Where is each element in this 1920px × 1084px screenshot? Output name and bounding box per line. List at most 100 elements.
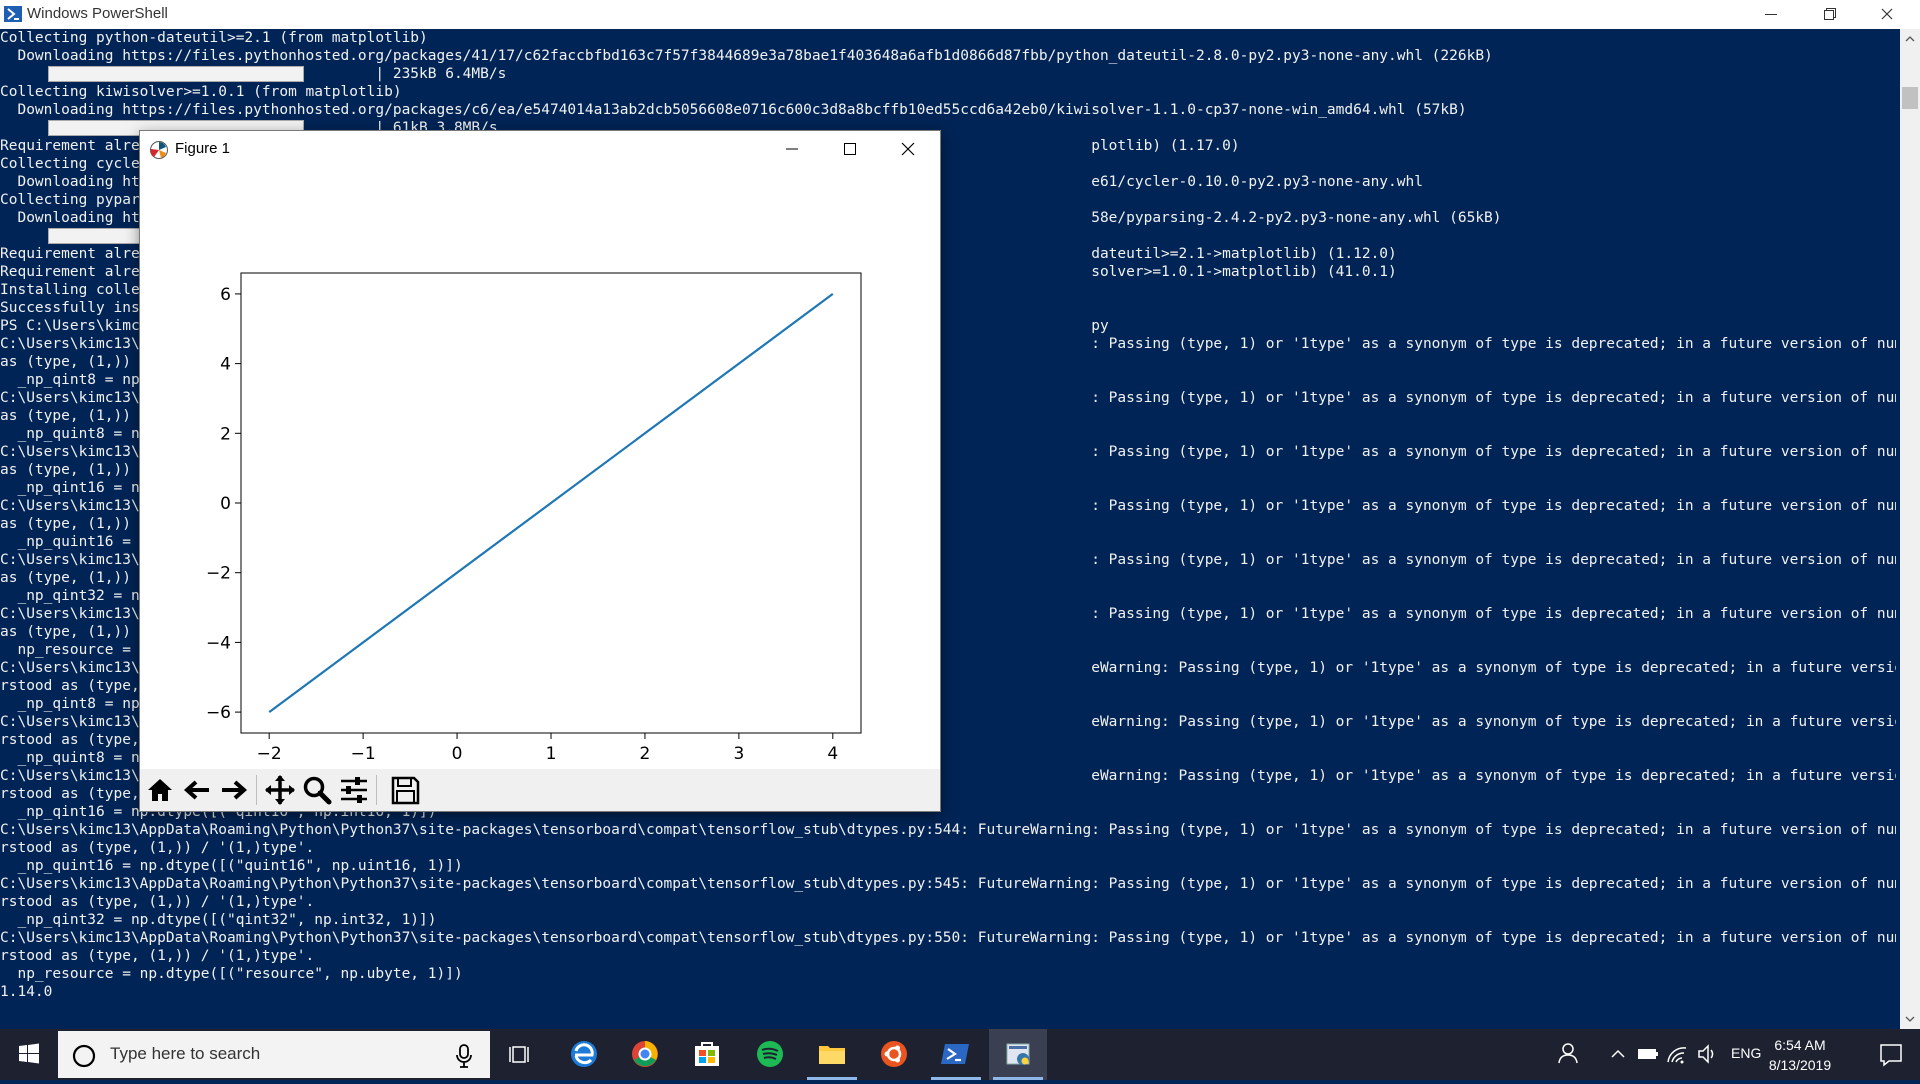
console-line: Downloading https://files.pythonhosted.o… xyxy=(0,48,1493,64)
series-line xyxy=(268,293,834,713)
console-line: C:\Users\kimc13\Ap : Passing (type, 1) o… xyxy=(0,336,1896,352)
figure-toolbar xyxy=(140,769,940,811)
console-line: _np_quint16 = np.dtype([("quint16", np.u… xyxy=(0,858,463,874)
x-tick-label: 2 xyxy=(640,744,651,764)
search-box[interactable]: Type here to search xyxy=(58,1031,490,1078)
console-line: Successfully inst xyxy=(0,300,149,316)
progress-bar xyxy=(48,228,140,244)
console-line: 1.14.0 xyxy=(0,984,53,1000)
minimize-button[interactable] xyxy=(1742,0,1800,29)
microphone-icon[interactable] xyxy=(452,1043,476,1069)
ubuntu-icon[interactable] xyxy=(865,1029,923,1080)
console-line: rstood as (type, (1,)) / '(1,)type'. xyxy=(0,948,315,964)
vertical-scrollbar[interactable] xyxy=(1900,29,1920,1029)
console-line: C:\Users\kimc13\Ap : Passing (type, 1) o… xyxy=(0,498,1896,514)
configure-subplots-icon[interactable] xyxy=(337,773,371,807)
progress-bar xyxy=(48,66,304,82)
console-line: PS C:\Users\kimc1 py xyxy=(0,318,1109,334)
edge-icon[interactable] xyxy=(555,1029,613,1080)
console-line: Collecting kiwisolver>=1.0.1 (from matpl… xyxy=(0,84,402,100)
wifi-icon[interactable] xyxy=(1664,1029,1692,1080)
figure-title: Figure 1 xyxy=(175,140,231,157)
console-line: Downloading https://files.pythonhosted.o… xyxy=(0,102,1467,118)
python-figure-taskbar-icon[interactable] xyxy=(989,1029,1047,1080)
file-explorer-icon[interactable] xyxy=(803,1029,861,1080)
scroll-down-button[interactable] xyxy=(1900,1009,1920,1029)
console-line: rstood as (type, xyxy=(0,732,149,748)
people-icon[interactable] xyxy=(1548,1029,1592,1080)
console-line: Downloading htt 58e/pyparsing-2.4.2-py2.… xyxy=(17,210,1502,226)
console-line: Collecting pypars xyxy=(0,192,149,208)
powershell-taskbar-icon[interactable] xyxy=(927,1029,985,1080)
y-tick-label: 6 xyxy=(220,285,231,305)
console-line: C:\Users\kimc13\AppData\Roaming\Python\P… xyxy=(0,822,1896,838)
plot-canvas[interactable]: −2 −1 0 1 2 3 4 −6 −4 −2 0 2 4 6 xyxy=(140,167,940,769)
console-line: C:\Users\kimc13\Ap eWarning: Passing (ty… xyxy=(0,768,1896,784)
window-title: Windows PowerShell xyxy=(27,5,168,22)
console-line: C:\Users\kimc13\Ap : Passing (type, 1) o… xyxy=(0,390,1896,406)
home-icon[interactable] xyxy=(143,773,177,807)
console-line: C:\Users\kimc13\AppData\Roaming\Python\P… xyxy=(0,930,1896,946)
clock[interactable]: 6:54 AM 8/13/2019 xyxy=(1755,1035,1845,1075)
running-indicator xyxy=(807,1077,857,1080)
x-tick-label: 1 xyxy=(546,744,557,764)
show-hidden-icons-chevron-icon[interactable] xyxy=(1604,1029,1632,1080)
toolbar-separator xyxy=(376,775,377,805)
x-tick-label: 4 xyxy=(827,744,838,764)
x-tick-label: −2 xyxy=(257,744,282,764)
task-view-icon[interactable] xyxy=(492,1029,550,1080)
console-output[interactable]: Collecting python-dateutil>=2.1 (from ma… xyxy=(0,29,1896,1029)
running-indicator xyxy=(993,1077,1043,1080)
console-line: rstood as (type, (1,)) / '(1,)type'. xyxy=(0,894,315,910)
pan-icon[interactable] xyxy=(263,773,297,807)
battery-icon[interactable] xyxy=(1634,1029,1662,1080)
matplotlib-icon xyxy=(149,140,169,164)
console-line: | 235kB 6.4MB/s xyxy=(375,66,507,82)
console-line: C:\Users\kimc13\Ap : Passing (type, 1) o… xyxy=(0,444,1896,460)
save-icon[interactable] xyxy=(388,773,422,807)
x-tick-label: 3 xyxy=(733,744,744,764)
back-arrow-icon[interactable] xyxy=(180,773,214,807)
forward-arrow-icon[interactable] xyxy=(217,773,251,807)
figure-titlebar[interactable]: Figure 1 xyxy=(140,131,940,167)
store-icon[interactable] xyxy=(678,1029,736,1080)
console-line: Downloading htt e61/cycler-0.10.0-py2.py… xyxy=(17,174,1423,190)
console-line: C:\Users\kimc13\Ap eWarning: Passing (ty… xyxy=(0,714,1896,730)
console-line: C:\Users\kimc13\Ap : Passing (type, 1) o… xyxy=(0,552,1896,568)
y-tick-label: 0 xyxy=(220,494,231,514)
figure-minimize-button[interactable] xyxy=(763,131,821,167)
x-tick-label: 0 xyxy=(452,744,463,764)
scroll-thumb[interactable] xyxy=(1902,87,1918,109)
y-tick-label: −4 xyxy=(206,633,231,653)
console-line: C:\Users\kimc13\AppData\Roaming\Python\P… xyxy=(0,876,1896,892)
console-line: rstood as (type, (1,)) / '(1,)type'. xyxy=(0,840,315,856)
console-line: C:\Users\kimc13\Ap : Passing (type, 1) o… xyxy=(0,606,1896,622)
x-tick-label: −1 xyxy=(351,744,376,764)
language-indicator[interactable]: ENG xyxy=(1731,1045,1762,1061)
y-tick-label: −6 xyxy=(206,703,231,723)
chrome-icon[interactable] xyxy=(616,1029,674,1080)
line-chart[interactable]: −2 −1 0 1 2 3 4 −6 −4 −2 0 2 4 6 xyxy=(140,167,940,769)
y-tick-label: 2 xyxy=(220,424,231,444)
restore-button[interactable] xyxy=(1800,0,1858,29)
close-button[interactable] xyxy=(1858,0,1916,29)
notifications-icon[interactable] xyxy=(1862,1029,1920,1080)
console-line: np_resource = np.dtype([("resource", np.… xyxy=(0,966,463,982)
start-button[interactable] xyxy=(0,1029,58,1080)
volume-icon[interactable] xyxy=(1694,1029,1722,1080)
console-line: Requirement alrea solver>=1.0.1->matplot… xyxy=(0,264,1397,280)
toolbar-separator xyxy=(256,775,257,805)
running-indicator xyxy=(931,1077,981,1080)
console-line: as (type, (1,)) / xyxy=(0,462,149,478)
figure-window[interactable]: Figure 1 −2 −1 0 1 2 3 4 −6 −4 −2 0 2 4 6 xyxy=(140,131,940,811)
scroll-up-button[interactable] xyxy=(1900,29,1920,49)
search-placeholder: Type here to search xyxy=(110,1044,261,1063)
console-line: as (type, (1,)) / xyxy=(0,408,149,424)
figure-maximize-button[interactable] xyxy=(821,131,879,167)
zoom-icon[interactable] xyxy=(300,773,334,807)
figure-close-button[interactable] xyxy=(879,131,937,167)
spotify-icon[interactable] xyxy=(741,1029,799,1080)
powershell-titlebar[interactable]: Windows PowerShell xyxy=(0,0,1920,29)
taskbar: Type here to search xyxy=(0,1029,1920,1080)
console-line: Requirement alrea dateutil>=2.1->matplot… xyxy=(0,246,1397,262)
